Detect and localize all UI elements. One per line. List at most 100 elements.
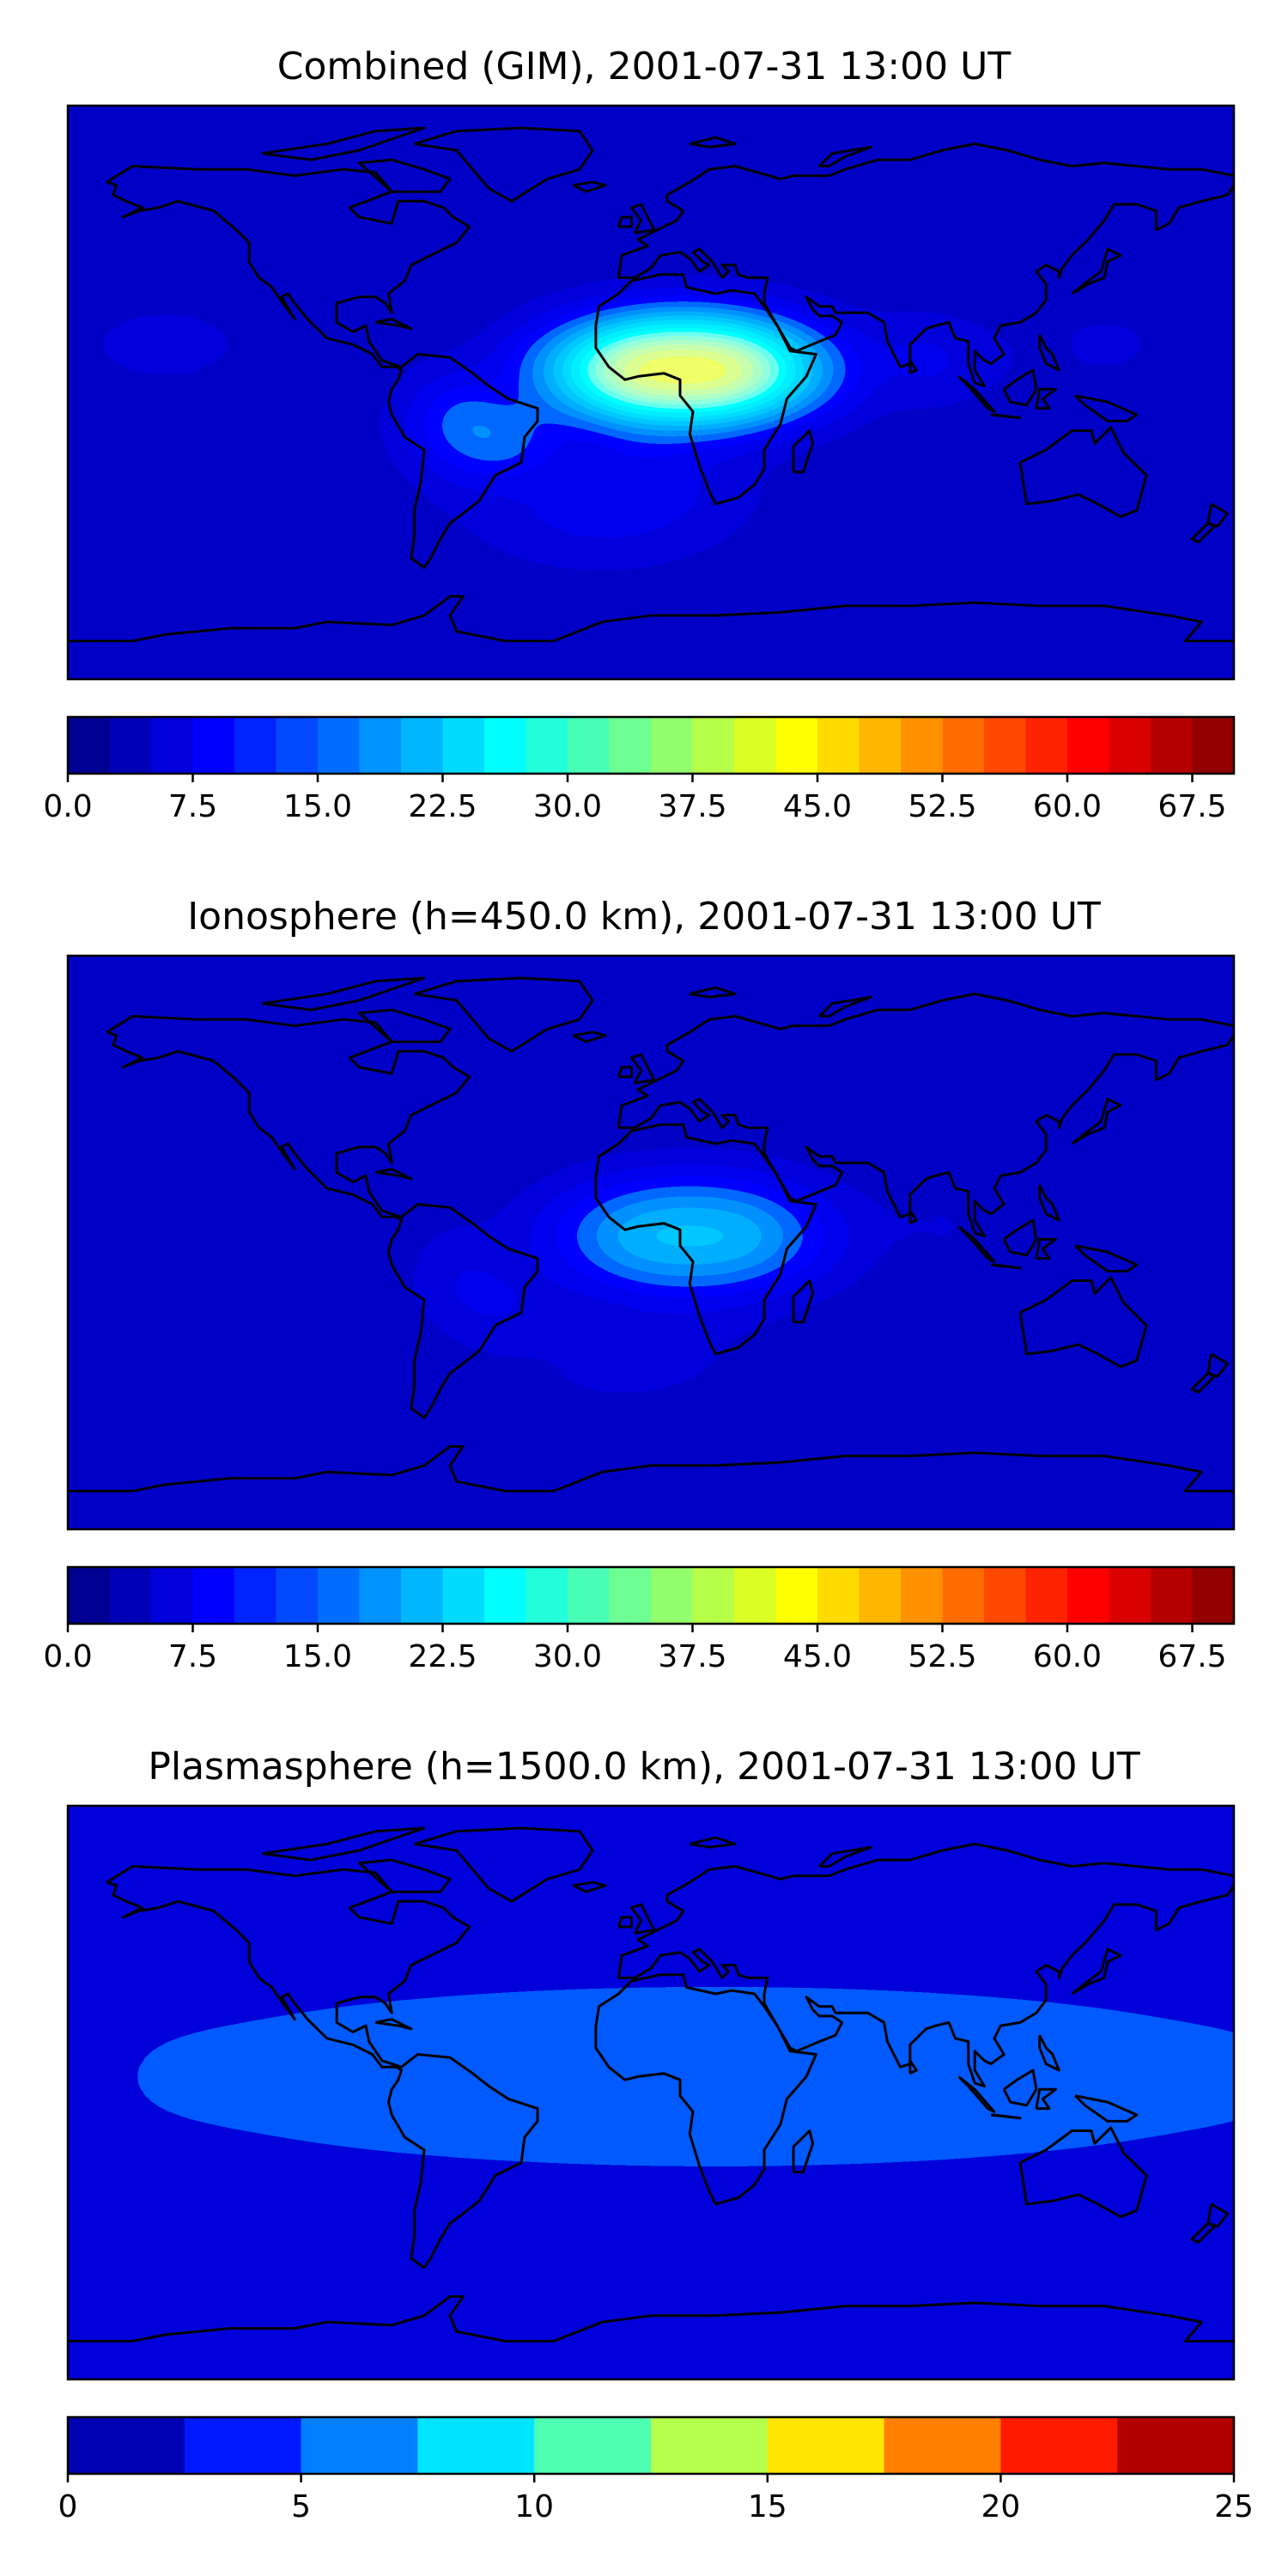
coastline xyxy=(617,1843,1234,2088)
colorbar-segment xyxy=(901,1567,944,1624)
coastline xyxy=(1038,2034,1060,2072)
coastline xyxy=(1035,1237,1057,1261)
coastline xyxy=(689,136,737,149)
coastline xyxy=(689,986,737,999)
coastline xyxy=(1074,2094,1139,2123)
coastline xyxy=(1190,521,1216,544)
colorbar-segment xyxy=(767,2417,885,2474)
colorbar-segment xyxy=(775,717,818,774)
coastline xyxy=(387,1203,539,1419)
coastline xyxy=(594,1123,817,1356)
coastline xyxy=(990,2113,1022,2120)
colorbar-tick-label: 7.5 xyxy=(168,789,217,824)
colorbar-segment xyxy=(442,1567,485,1624)
colorbar-border xyxy=(66,2415,1236,2476)
coastline xyxy=(1206,502,1229,528)
colorbar-tick-label: 7.5 xyxy=(168,1639,217,1674)
colorbar-segment xyxy=(1109,717,1151,774)
colorbar-segment xyxy=(1117,2417,1235,2474)
colorbar-tick-label: 60.0 xyxy=(1033,1639,1102,1674)
coastline xyxy=(1071,1947,1122,1996)
colorbar-segment xyxy=(942,1567,985,1624)
colorbar-segment xyxy=(817,717,860,774)
colorbar-segment xyxy=(151,717,194,774)
colorbar-segment xyxy=(1000,2417,1118,2474)
coastline xyxy=(908,2059,918,2075)
coastline xyxy=(1002,368,1038,407)
colorbar-tick-label: 0.0 xyxy=(43,789,92,824)
colorbar-segment xyxy=(901,717,944,774)
colorbar-segment xyxy=(301,2417,418,2474)
coastline xyxy=(106,165,471,368)
colorbar-segment xyxy=(942,717,985,774)
colorbar-tick-label: 30.0 xyxy=(533,1639,602,1674)
coastline xyxy=(1190,1371,1216,1394)
colorbar-tick-label: 10 xyxy=(514,2489,554,2524)
field-blob xyxy=(599,340,768,400)
coastline xyxy=(908,1209,918,1225)
coastline xyxy=(68,1445,1234,1492)
colorbar-segment xyxy=(234,1567,277,1624)
coastline xyxy=(68,2295,1234,2342)
colorbar-tick-label: 0.0 xyxy=(43,1639,92,1674)
colorbar: 0 5 10 15 20 25 xyxy=(58,2415,1254,2524)
coastline xyxy=(358,1008,452,1043)
colorbar-segment xyxy=(1151,717,1194,774)
map-frame xyxy=(66,104,1236,681)
coastline xyxy=(262,1826,426,1862)
coastline xyxy=(594,273,817,506)
colorbar-segment xyxy=(568,717,611,774)
coastline xyxy=(1018,2126,1148,2219)
colorbar-segment xyxy=(192,717,235,774)
colorbar-segment xyxy=(651,1567,694,1624)
colorbar-segment xyxy=(151,1567,194,1624)
colorbar-segment xyxy=(984,1567,1027,1624)
panel-ionosphere: Ionosphere (h=450.0 km), 2001-07-31 13:0… xyxy=(43,895,1236,1674)
coastline xyxy=(262,126,426,161)
colorbar-segment xyxy=(1067,1567,1110,1624)
colorbar-tick-label: 67.5 xyxy=(1157,789,1226,824)
coastline xyxy=(1038,334,1060,372)
tec-contour-field xyxy=(68,106,1234,679)
coastlines xyxy=(68,976,1234,1492)
colorbar-segment xyxy=(318,1567,361,1624)
coastline xyxy=(818,995,872,1018)
coastline xyxy=(617,1066,633,1078)
colorbar-tick-label: 15 xyxy=(748,2489,787,2524)
map-border xyxy=(66,954,1236,1531)
coastline xyxy=(1035,387,1057,410)
colorbar-segment xyxy=(184,2417,302,2474)
colorbar-segment xyxy=(359,717,402,774)
colorbar-segment xyxy=(884,2417,1001,2474)
coastline xyxy=(617,143,1234,388)
coastline xyxy=(990,413,1022,420)
coastline xyxy=(1190,2221,1216,2244)
map-border xyxy=(66,104,1236,681)
colorbar-segment xyxy=(109,1567,152,1624)
colorbar-segment xyxy=(318,717,361,774)
field-blob xyxy=(1086,1154,1188,1204)
colorbar-tick-label: 37.5 xyxy=(658,789,726,824)
colorbar-segment xyxy=(401,717,444,774)
coastline xyxy=(629,203,656,234)
coastline xyxy=(1074,1244,1139,1273)
colorbar-segment xyxy=(568,1567,611,1624)
coastline xyxy=(957,1225,996,1263)
colorbar-segment xyxy=(1151,1567,1194,1624)
coastline xyxy=(792,429,815,474)
coastline xyxy=(818,1845,872,1868)
colorbar-tick-label: 52.5 xyxy=(908,789,976,824)
colorbar-segment xyxy=(484,717,527,774)
coastline xyxy=(792,2129,815,2174)
coastline xyxy=(792,1279,815,1324)
panel-plasmasphere: Plasmasphere (h=1500.0 km), 2001-07-31 1… xyxy=(58,1745,1254,2524)
coastline xyxy=(414,976,594,1053)
colorbar: 0.0 7.5 15.0 22.5 30.0 37.5 45.0 52.5 60.0 67.5 xyxy=(43,715,1236,824)
coastlines xyxy=(68,1826,1234,2342)
colorbar-segment xyxy=(442,717,485,774)
colorbar-segment xyxy=(1067,717,1110,774)
coastline xyxy=(68,595,1234,642)
coastline xyxy=(414,126,594,203)
colorbar-border xyxy=(66,1565,1236,1625)
coastline xyxy=(617,216,633,228)
